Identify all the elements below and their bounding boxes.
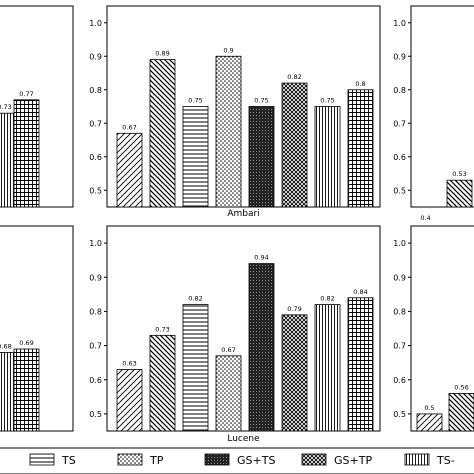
bar: [182, 304, 209, 432]
data-label: 0.79: [287, 305, 301, 313]
axes-frame: [0, 5, 74, 208]
y-tick-label: 1.0: [393, 19, 406, 28]
chart-panel-3: 0.68 0.69: [0, 225, 74, 432]
bar: [13, 99, 40, 208]
y-tick-label: 0.5: [89, 410, 102, 419]
y-tick-label: 0.8: [393, 307, 406, 316]
data-label: 0.63: [122, 360, 136, 368]
legend-swatch: [204, 453, 230, 466]
axes-frame: [410, 225, 474, 432]
data-label: 0.75: [188, 97, 202, 105]
legend-label: TS-: [436, 454, 455, 467]
bar: [314, 304, 341, 432]
bar: [116, 132, 143, 208]
y-tick-label: 0.6: [89, 153, 102, 162]
y-tick-label: 0.9: [89, 52, 102, 61]
legend: TS TP GS+TS GS+TP TS-: [0, 447, 474, 474]
bar: [248, 263, 275, 432]
bar: [215, 55, 242, 208]
axes-frame: [106, 5, 381, 208]
data-label: 0.94: [254, 254, 268, 262]
data-label: 0.73: [0, 103, 12, 111]
bar: [347, 297, 374, 432]
bar: [448, 393, 474, 432]
y-tick-label: 0.5: [393, 410, 406, 419]
data-label: 0.82: [287, 73, 301, 81]
bar: [149, 334, 176, 432]
data-label: 0.9: [223, 46, 233, 54]
y-tick-label: 0.7: [89, 119, 102, 128]
legend-swatch: [29, 453, 55, 466]
bar: [182, 106, 209, 208]
y-tick-label: 1.0: [89, 239, 102, 248]
data-label: 0.8: [355, 80, 365, 88]
chart-panel-5: 0.5 0.6 0.7 0.8 0.9 1.0 0.5 0.56: [393, 225, 474, 432]
axes-frame: [410, 5, 474, 208]
bar: [347, 89, 374, 208]
data-label: 0.5: [424, 404, 434, 412]
legend-swatch: [301, 453, 327, 466]
chart-panel-4: 0.5 0.6 0.7 0.8 0.9 1.0 0.63 0.73 0.82 0.67 0.94 0.…: [89, 225, 381, 444]
axes-frame: [0, 225, 74, 432]
y-tick-label: 0.8: [89, 307, 102, 316]
y-tick-label: 0.8: [393, 86, 406, 95]
data-label: 0.56: [454, 383, 468, 391]
bar: [149, 59, 176, 208]
bar: [215, 355, 242, 432]
y-tick-label: 0.9: [393, 52, 406, 61]
bar: [446, 179, 473, 208]
y-tick-label: 0.9: [89, 273, 102, 282]
data-label: 0.4: [420, 214, 430, 222]
panel-title: Lucene: [227, 434, 260, 444]
y-tick-label: 0.7: [89, 342, 102, 351]
y-tick-label: 0.5: [393, 186, 406, 195]
y-tick-label: 0.9: [393, 273, 406, 282]
data-label: 0.84: [353, 288, 367, 296]
data-label: 0.68: [0, 342, 12, 350]
bar: [416, 413, 443, 432]
chart-panel-1: 0.5 0.6 0.7 0.8 0.9 1.0 0.67 0.89 0.75 0.9 0.75 0.8…: [89, 5, 381, 219]
bar: [314, 106, 341, 208]
legend-box: [0, 447, 474, 474]
data-label: 0.67: [122, 123, 136, 131]
legend-label: TS: [61, 454, 76, 467]
bar: [281, 82, 308, 208]
legend-label: GS+TS: [237, 454, 275, 467]
y-tick-label: 1.0: [89, 19, 102, 28]
legend-swatch: [404, 453, 430, 466]
panel-title: Ambari: [227, 209, 259, 219]
chart-panel-2: 0.5 0.6 0.7 0.8 0.9 1.0 0.4 0.53: [393, 5, 474, 222]
data-label: 0.73: [155, 325, 169, 333]
data-label: 0.82: [320, 295, 334, 303]
chart-panel-0: 0.73 0.77: [0, 5, 74, 208]
legend-swatch: [117, 453, 143, 466]
y-tick-label: 0.7: [393, 119, 406, 128]
bar: [281, 314, 308, 432]
data-label: 0.53: [452, 170, 466, 178]
y-tick-label: 0.6: [89, 376, 102, 385]
y-tick-label: 0.6: [393, 153, 406, 162]
y-tick-label: 1.0: [393, 239, 406, 248]
data-label: 0.82: [188, 295, 202, 303]
y-tick-label: 0.5: [89, 186, 102, 195]
y-tick-label: 0.8: [89, 86, 102, 95]
data-label: 0.69: [19, 339, 33, 347]
legend-label: GS+TP: [334, 454, 372, 467]
bar: [248, 106, 275, 208]
axes-frame: [106, 225, 381, 432]
data-label: 0.77: [19, 90, 33, 98]
data-label: 0.89: [155, 50, 169, 58]
bar: [116, 369, 143, 432]
y-tick-label: 0.6: [393, 376, 406, 385]
data-label: 0.67: [221, 346, 235, 354]
legend-label: TP: [149, 454, 164, 467]
data-label: 0.75: [320, 97, 334, 105]
data-label: 0.75: [254, 97, 268, 105]
bar: [13, 348, 40, 432]
y-tick-label: 0.7: [393, 342, 406, 351]
